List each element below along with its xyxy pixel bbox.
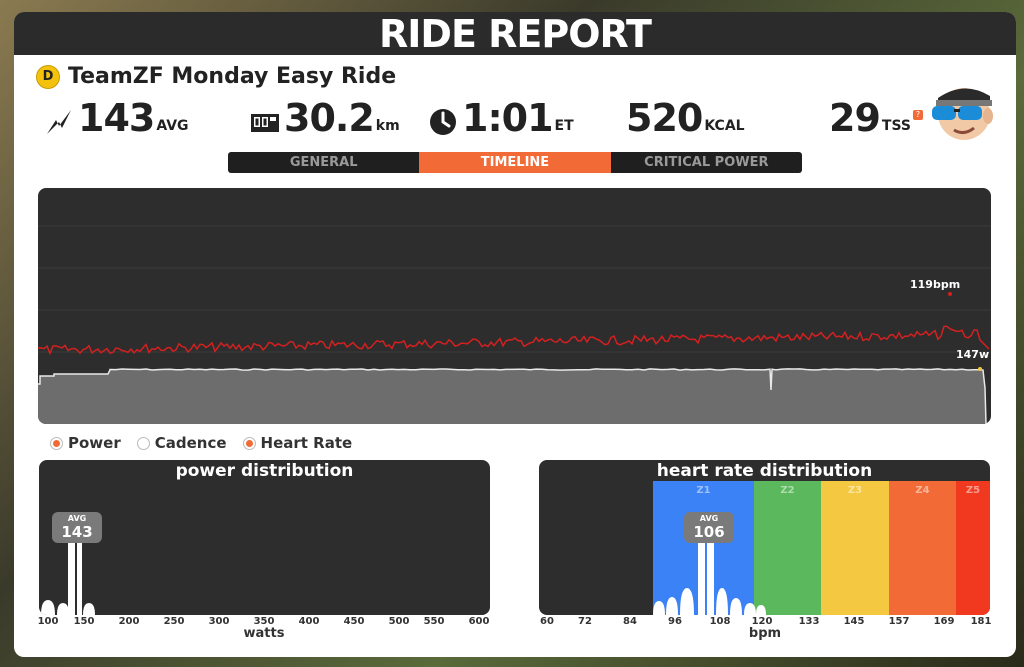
- stat-energy-unit: KCAL: [704, 118, 745, 134]
- power-axis-title: watts: [243, 626, 285, 641]
- timeline-svg: [38, 225, 991, 424]
- stat-distance: 30.2 km: [250, 98, 400, 138]
- legend-cadence[interactable]: Cadence: [136, 434, 227, 452]
- stat-distance-value: 30.2: [284, 96, 375, 140]
- power-area: [38, 368, 986, 424]
- power-distribution-title: power distribution: [175, 461, 354, 481]
- hr-tick: 60: [540, 616, 554, 627]
- zone-z5: Z5: [956, 481, 990, 615]
- report-tabs: GENERAL TIMELINE CRITICAL POWER: [228, 152, 802, 173]
- zone-z2: Z2: [754, 481, 821, 615]
- stat-tss: 29 TSS ?: [829, 98, 923, 138]
- power-tick: 450: [343, 616, 365, 627]
- zone-z2-label: Z2: [780, 485, 795, 496]
- category-badge: D: [36, 64, 60, 89]
- zone-z1-label: Z1: [696, 485, 711, 496]
- hr-tick: 133: [798, 616, 820, 627]
- tss-help-icon[interactable]: ?: [912, 110, 923, 120]
- zone-z4: Z4: [889, 481, 956, 615]
- power-distribution-chart: power distribution AVG 143: [39, 460, 490, 615]
- zone-z5-label: Z5: [965, 485, 981, 496]
- zone-z3: Z3: [821, 481, 889, 615]
- odometer-icon: [251, 114, 279, 132]
- legend-heart-rate[interactable]: Heart Rate: [242, 434, 353, 452]
- power-distribution-svg: [41, 520, 95, 615]
- power-avg-label: AVG: [67, 514, 87, 523]
- title-bar: RIDE REPORT: [14, 12, 1016, 56]
- power-tick: 350: [253, 616, 275, 627]
- hr-distribution-chart: heart rate distribution Z1 Z2 Z3 Z4 Z5: [539, 460, 990, 615]
- zone-z4-label: Z4: [915, 485, 930, 496]
- hr-tick: 181: [970, 616, 992, 627]
- stat-tss-unit: TSS: [881, 118, 911, 134]
- power-marker: [978, 367, 982, 371]
- page-title: RIDE REPORT: [379, 12, 652, 56]
- hr-tick: 72: [578, 616, 592, 627]
- power-tick: 100: [37, 616, 59, 627]
- hr-avg-badge: AVG 106: [684, 512, 734, 543]
- stat-time-value: 1:01: [462, 96, 554, 140]
- hr-tick: 120: [751, 616, 773, 627]
- power-tick: 500: [388, 616, 410, 627]
- power-tick: 550: [423, 616, 445, 627]
- legend-heart-rate-label: Heart Rate: [260, 434, 353, 452]
- hr-marker: [948, 292, 952, 296]
- power-avg-badge: AVG 143: [52, 512, 102, 543]
- tab-timeline[interactable]: TIMELINE: [419, 152, 611, 173]
- hr-avg-label: AVG: [699, 514, 719, 523]
- legend-power[interactable]: Power: [50, 434, 121, 452]
- power-bolt-icon: [47, 110, 71, 134]
- stat-power-unit: AVG: [156, 118, 189, 134]
- ride-name: TeamZF Monday Easy Ride: [68, 64, 397, 89]
- timeline-chart[interactable]: 119bpm 147w: [38, 188, 991, 424]
- rider-avatar: [932, 88, 993, 140]
- hr-tick: 96: [668, 616, 682, 627]
- cadence-toggle[interactable]: [136, 436, 150, 450]
- power-toggle[interactable]: [50, 436, 63, 450]
- hr-tick: 157: [888, 616, 910, 627]
- legend-cadence-label: Cadence: [154, 434, 227, 452]
- ride-header: D TeamZF Monday Easy Ride: [36, 64, 396, 89]
- power-avg-value: 143: [61, 523, 93, 541]
- heart-rate-line: [38, 325, 990, 356]
- power-tick: 300: [208, 616, 230, 627]
- tab-critical-power[interactable]: CRITICAL POWER: [644, 155, 769, 170]
- power-tick: 600: [468, 616, 490, 627]
- heart-rate-toggle[interactable]: [242, 436, 256, 450]
- chart-legend: Power Cadence Heart Rate: [50, 434, 352, 452]
- stat-time: 1:01 ET: [428, 98, 574, 138]
- hr-tick: 145: [843, 616, 865, 627]
- ride-report-panel: RIDE REPORT D TeamZF Monday Easy Ride 14…: [14, 12, 1016, 657]
- legend-power-label: Power: [68, 434, 121, 452]
- tab-general[interactable]: GENERAL: [289, 155, 358, 170]
- hr-distribution-svg: [653, 522, 766, 615]
- stat-distance-unit: km: [375, 118, 400, 134]
- hr-distribution-title: heart rate distribution: [656, 461, 873, 481]
- stat-power: 143 AVG: [44, 98, 189, 138]
- power-tick: 150: [73, 616, 95, 627]
- zone-z3-label: Z3: [847, 485, 863, 496]
- power-tick: 400: [298, 616, 320, 627]
- stat-power-value: 143: [78, 96, 155, 140]
- stat-energy: 520 KCAL: [626, 98, 745, 138]
- power-line: [38, 368, 987, 424]
- hr-tick: 169: [933, 616, 955, 627]
- stat-time-unit: ET: [554, 118, 574, 134]
- hr-tick: 84: [623, 616, 637, 627]
- hr-tick: 108: [709, 616, 731, 627]
- power-tick: 250: [163, 616, 185, 627]
- power-readout: 147w: [956, 348, 990, 361]
- hr-axis-title: bpm: [748, 626, 782, 641]
- power-tick: 200: [118, 616, 140, 627]
- hr-avg-value: 106: [693, 523, 725, 541]
- stat-tss-value: 29: [829, 96, 881, 140]
- clock-icon: [430, 109, 456, 135]
- hr-readout: 119bpm: [910, 278, 961, 291]
- stat-energy-value: 520: [626, 96, 703, 140]
